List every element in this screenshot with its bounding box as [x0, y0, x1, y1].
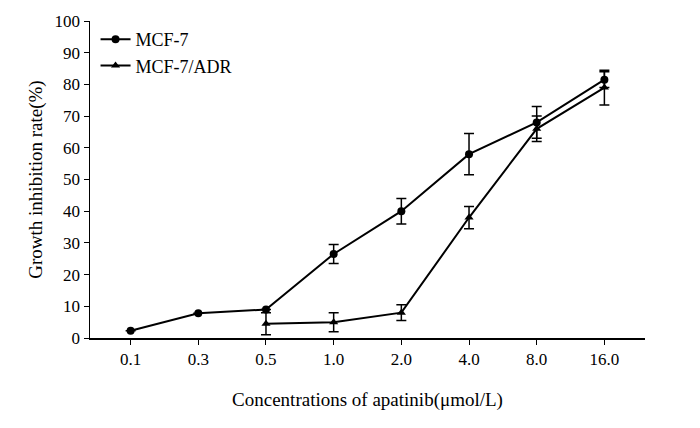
- svg-text:50: 50: [63, 170, 80, 189]
- svg-text:30: 30: [63, 234, 80, 253]
- svg-text:0: 0: [72, 329, 81, 348]
- svg-text:8.0: 8.0: [526, 350, 547, 369]
- svg-text:0.1: 0.1: [120, 350, 141, 369]
- svg-text:MCF-7/ADR: MCF-7/ADR: [136, 57, 232, 77]
- svg-text:2.0: 2.0: [391, 350, 412, 369]
- svg-text:4.0: 4.0: [458, 350, 479, 369]
- svg-text:80: 80: [63, 75, 80, 94]
- svg-text:90: 90: [63, 44, 80, 63]
- svg-text:20: 20: [63, 266, 80, 285]
- svg-text:MCF-7: MCF-7: [136, 30, 189, 50]
- svg-text:0.3: 0.3: [188, 350, 209, 369]
- svg-text:100: 100: [55, 12, 81, 31]
- svg-text:1.0: 1.0: [323, 350, 344, 369]
- svg-text:60: 60: [63, 139, 80, 158]
- svg-text:Concentrations of apatinib(μmo: Concentrations of apatinib(μmol/L): [232, 389, 503, 411]
- svg-text:40: 40: [63, 202, 80, 221]
- svg-text:16.0: 16.0: [590, 350, 620, 369]
- svg-text:10: 10: [63, 297, 80, 316]
- svg-text:70: 70: [63, 107, 80, 126]
- svg-text:0.5: 0.5: [255, 350, 276, 369]
- svg-text:Growth inhibition rate(%): Growth inhibition rate(%): [25, 80, 47, 278]
